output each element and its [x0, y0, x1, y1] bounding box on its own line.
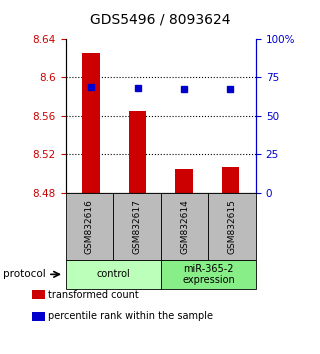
Text: protocol: protocol: [3, 269, 46, 279]
Text: percentile rank within the sample: percentile rank within the sample: [48, 311, 213, 321]
Bar: [129, 111, 147, 193]
Text: transformed count: transformed count: [48, 290, 139, 300]
Text: GSM832615: GSM832615: [228, 199, 237, 254]
Text: control: control: [96, 269, 130, 279]
Text: GDS5496 / 8093624: GDS5496 / 8093624: [90, 12, 230, 27]
Text: miR-365-2
expression: miR-365-2 expression: [182, 263, 235, 285]
Bar: [175, 169, 193, 193]
Bar: [82, 53, 100, 193]
Text: GSM832617: GSM832617: [132, 199, 141, 254]
Text: GSM832614: GSM832614: [180, 199, 189, 254]
Text: GSM832616: GSM832616: [85, 199, 94, 254]
Bar: [222, 167, 239, 193]
